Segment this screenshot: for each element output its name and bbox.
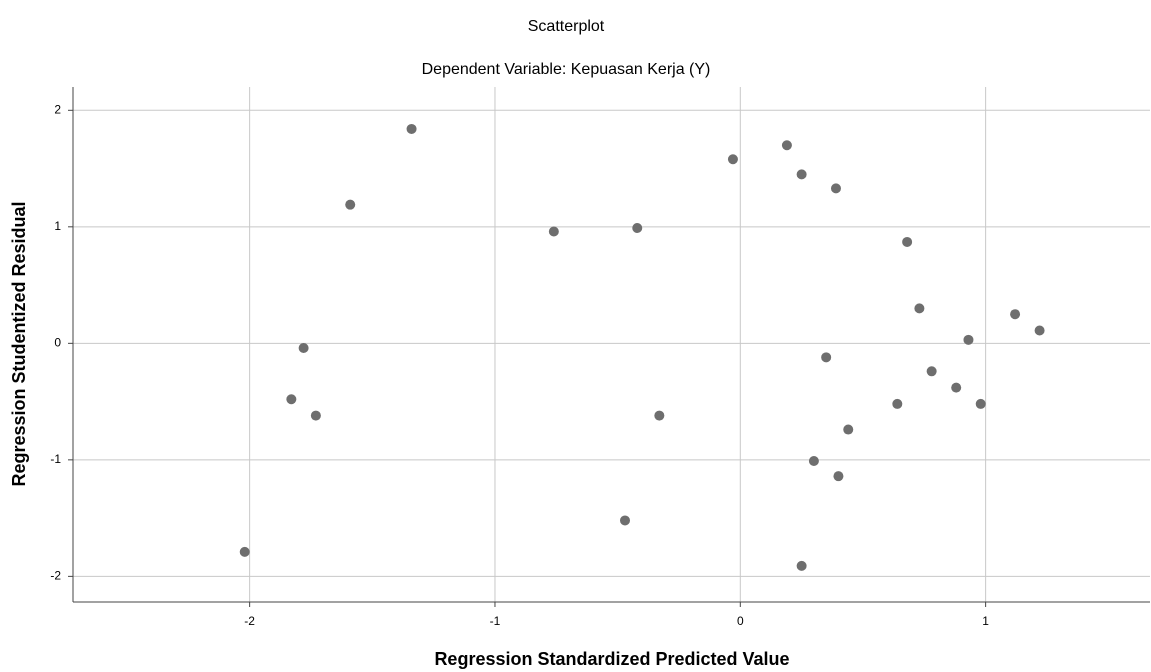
point xyxy=(843,425,853,435)
point xyxy=(797,169,807,179)
point xyxy=(240,547,250,557)
point xyxy=(345,200,355,210)
point xyxy=(902,237,912,247)
point xyxy=(728,154,738,164)
point xyxy=(620,515,630,525)
chart-subtitle: Dependent Variable: Kepuasan Kerja (Y) xyxy=(422,61,711,78)
point xyxy=(632,223,642,233)
y-tick-label: 0 xyxy=(54,336,61,350)
x-axis-title: Regression Standardized Predicted Value xyxy=(434,649,789,669)
x-tick-label: 1 xyxy=(982,614,989,628)
point xyxy=(286,394,296,404)
point xyxy=(407,124,417,134)
point xyxy=(797,561,807,571)
point xyxy=(549,226,559,236)
y-tick-label: -2 xyxy=(50,569,61,583)
y-tick-label: 2 xyxy=(54,102,61,116)
chart: Scatterplot Dependent Variable: Kepuasan… xyxy=(0,0,1151,672)
x-tick-label: 0 xyxy=(737,614,744,628)
point xyxy=(892,399,902,409)
point xyxy=(1035,326,1045,336)
point xyxy=(821,352,831,362)
point xyxy=(311,411,321,421)
y-tick-label: 1 xyxy=(54,219,61,233)
point xyxy=(299,343,309,353)
point xyxy=(927,366,937,376)
point xyxy=(976,399,986,409)
point xyxy=(831,183,841,193)
point xyxy=(809,456,819,466)
x-tick-label: -2 xyxy=(244,614,255,628)
point xyxy=(654,411,664,421)
y-tick-label: -1 xyxy=(50,452,61,466)
x-tick-label: -1 xyxy=(490,614,501,628)
chart-title: Scatterplot xyxy=(528,18,605,35)
point xyxy=(782,140,792,150)
point xyxy=(833,471,843,481)
y-axis-title: Regression Studentized Residual xyxy=(9,201,29,486)
point xyxy=(1010,309,1020,319)
point xyxy=(963,335,973,345)
page: {"chart_data": {"type": "scatter", "titl… xyxy=(0,0,1151,672)
point xyxy=(951,383,961,393)
point xyxy=(914,303,924,313)
